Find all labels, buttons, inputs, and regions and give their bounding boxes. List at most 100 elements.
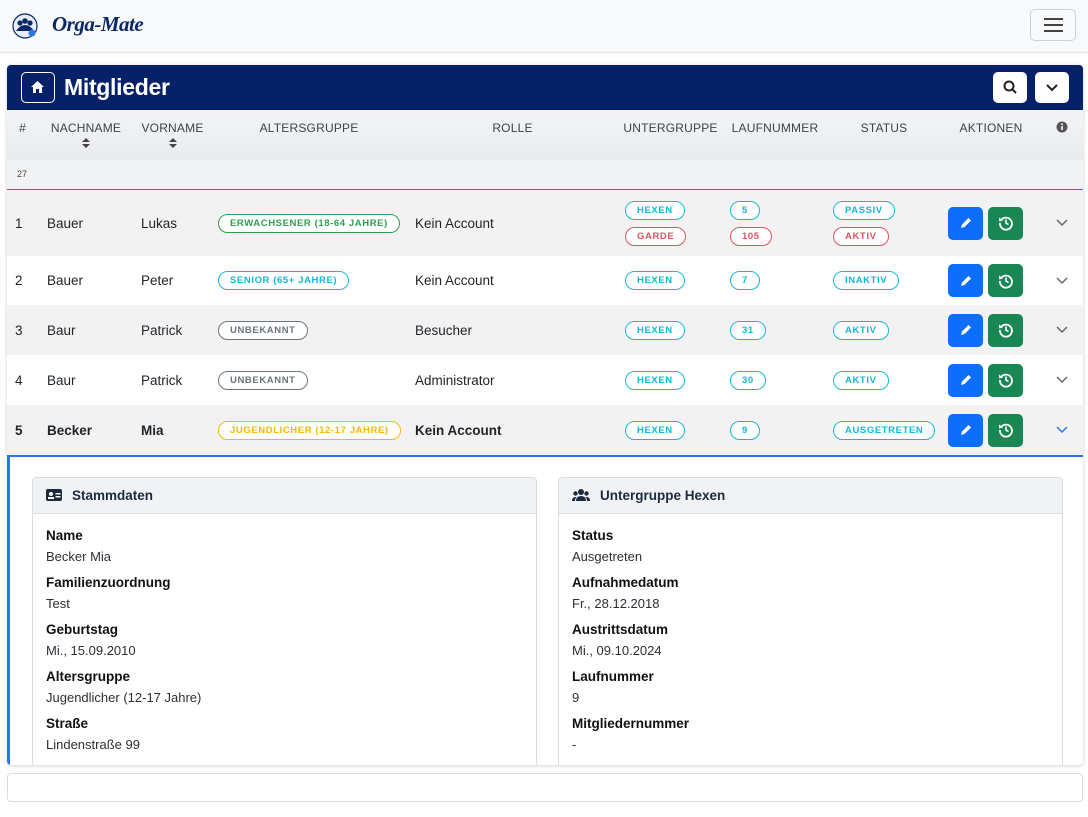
field-value: Lindenstraße 99	[46, 737, 140, 752]
table-row[interactable]: 1BauerLukasERWACHSENER (18-64 JAHRE)Kein…	[7, 190, 1083, 256]
laufnummern-cell: 9	[730, 405, 760, 455]
history-button[interactable]	[988, 364, 1023, 397]
brand-name[interactable]: Orga-Mate	[52, 12, 143, 37]
altersgruppe-cell: UNBEKANNT	[218, 305, 308, 355]
row-index: 4	[15, 373, 23, 388]
column-header: LAUFNUMMER	[723, 110, 827, 160]
rolle: Administrator	[415, 373, 495, 388]
table-row[interactable]: 5BeckerMiaJUGENDLICHER (12-17 JAHRE)Kein…	[7, 405, 1083, 455]
vorname: Lukas	[141, 216, 177, 231]
rolle-cell: Kein Account	[415, 256, 494, 305]
column-header: ALTERSGRUPPE	[211, 110, 407, 160]
edit-button[interactable]	[948, 264, 983, 297]
sort-icon	[81, 135, 91, 149]
status-cell: AUSGETRETEN	[833, 405, 935, 455]
column-label: UNTERGRUPPE	[618, 121, 723, 135]
actions-cell	[948, 305, 1023, 355]
field-value: Test	[46, 596, 70, 611]
history-icon	[998, 273, 1014, 289]
untergruppen-cell: HEXEN	[625, 305, 685, 355]
row-index: 1	[15, 216, 23, 231]
vorname: Patrick	[141, 323, 182, 338]
column-header[interactable]: NACHNAME	[38, 110, 134, 160]
badge: INAKTIV	[833, 271, 899, 290]
members-card: Mitglieder #NACHNAMEVORNAMEALTERSGRUPPER…	[7, 65, 1083, 765]
search-button[interactable]	[993, 72, 1027, 103]
index-cell: 2	[15, 256, 23, 305]
row-details: Stammdaten NameBecker MiaFamilienzuordnu…	[7, 455, 1083, 765]
altersgruppe-cell: JUGENDLICHER (12-17 JAHRE)	[218, 405, 401, 455]
field-value: Jugendlicher (12-17 Jahre)	[46, 690, 201, 705]
search-icon	[993, 72, 1027, 103]
untergruppen-cell: HEXEN	[625, 405, 685, 455]
history-icon	[998, 215, 1014, 231]
laufnummern-cell: 30	[730, 355, 766, 405]
nachname: Bauer	[47, 216, 83, 231]
column-label: NACHNAME	[38, 121, 134, 135]
badge: GARDE	[625, 227, 686, 246]
nachname: Bauer	[47, 273, 83, 288]
nachname-cell: Baur	[47, 355, 76, 405]
vorname: Peter	[141, 273, 173, 288]
badge: HEXEN	[625, 321, 685, 340]
vorname: Mia	[141, 423, 164, 438]
table-row[interactable]: 4BaurPatrickUNBEKANNTAdministratorHEXEN3…	[7, 355, 1083, 405]
edit-button[interactable]	[948, 364, 983, 397]
rolle: Besucher	[415, 323, 472, 338]
menu-toggle[interactable]	[1030, 9, 1076, 41]
history-icon	[998, 422, 1014, 438]
index-cell: 5	[15, 405, 23, 455]
rolle-cell: Besucher	[415, 305, 472, 355]
field-label: Austrittsdatum	[572, 622, 668, 637]
expand-chevron	[1055, 218, 1069, 228]
table-row[interactable]: 3BaurPatrickUNBEKANNTBesucherHEXEN31AKTI…	[7, 305, 1083, 355]
field-label: Mitgliedernummer	[572, 716, 689, 731]
sort-icon	[168, 135, 178, 149]
status-cell: PASSIVAKTIV	[833, 190, 895, 256]
collapse-button[interactable]	[1035, 72, 1069, 103]
badge: 5	[730, 201, 760, 220]
vorname-cell: Lukas	[141, 190, 177, 256]
expand-chevron	[1055, 276, 1069, 286]
table-row[interactable]: 2BauerPeterSENIOR (65+ JAHRE)Kein Accoun…	[7, 256, 1083, 305]
pencil-icon	[959, 373, 973, 387]
laufnummern-cell: 31	[730, 305, 766, 355]
vorname: Patrick	[141, 373, 182, 388]
card-title: Untergruppe Hexen	[600, 488, 725, 503]
history-button[interactable]	[988, 414, 1023, 447]
badge: PASSIV	[833, 201, 895, 220]
index-cell: 3	[15, 305, 23, 355]
pencil-icon	[959, 323, 973, 337]
column-header: #	[7, 110, 38, 160]
pencil-icon	[959, 423, 973, 437]
history-button[interactable]	[988, 264, 1023, 297]
badge: 30	[730, 371, 766, 390]
expand-chevron	[1055, 425, 1069, 435]
edit-button[interactable]	[948, 414, 983, 447]
history-button[interactable]	[988, 207, 1023, 240]
index-cell: 4	[15, 355, 23, 405]
brand-logo[interactable]	[12, 13, 39, 40]
column-header[interactable]: VORNAME	[134, 110, 211, 160]
status-cell: AKTIV	[833, 305, 889, 355]
badge: HEXEN	[625, 371, 685, 390]
column-header: STATUS	[827, 110, 941, 160]
field-label: Geburtstag	[46, 622, 118, 637]
field-value: -	[572, 737, 576, 752]
actions-cell	[948, 256, 1023, 305]
history-button[interactable]	[988, 314, 1023, 347]
page-title: Mitglieder	[64, 74, 170, 101]
field-value: Mi., 09.10.2024	[572, 643, 662, 658]
vorname-cell: Mia	[141, 405, 164, 455]
field-value: 9	[572, 690, 579, 705]
rolle: Kein Account	[415, 216, 494, 231]
status-cell: INAKTIV	[833, 256, 899, 305]
edit-button[interactable]	[948, 207, 983, 240]
index-cell: 1	[15, 190, 23, 256]
home-button[interactable]	[21, 72, 55, 103]
edit-button[interactable]	[948, 314, 983, 347]
field-label: Name	[46, 528, 83, 543]
row-index: 3	[15, 323, 23, 338]
badge: 9	[730, 421, 760, 440]
